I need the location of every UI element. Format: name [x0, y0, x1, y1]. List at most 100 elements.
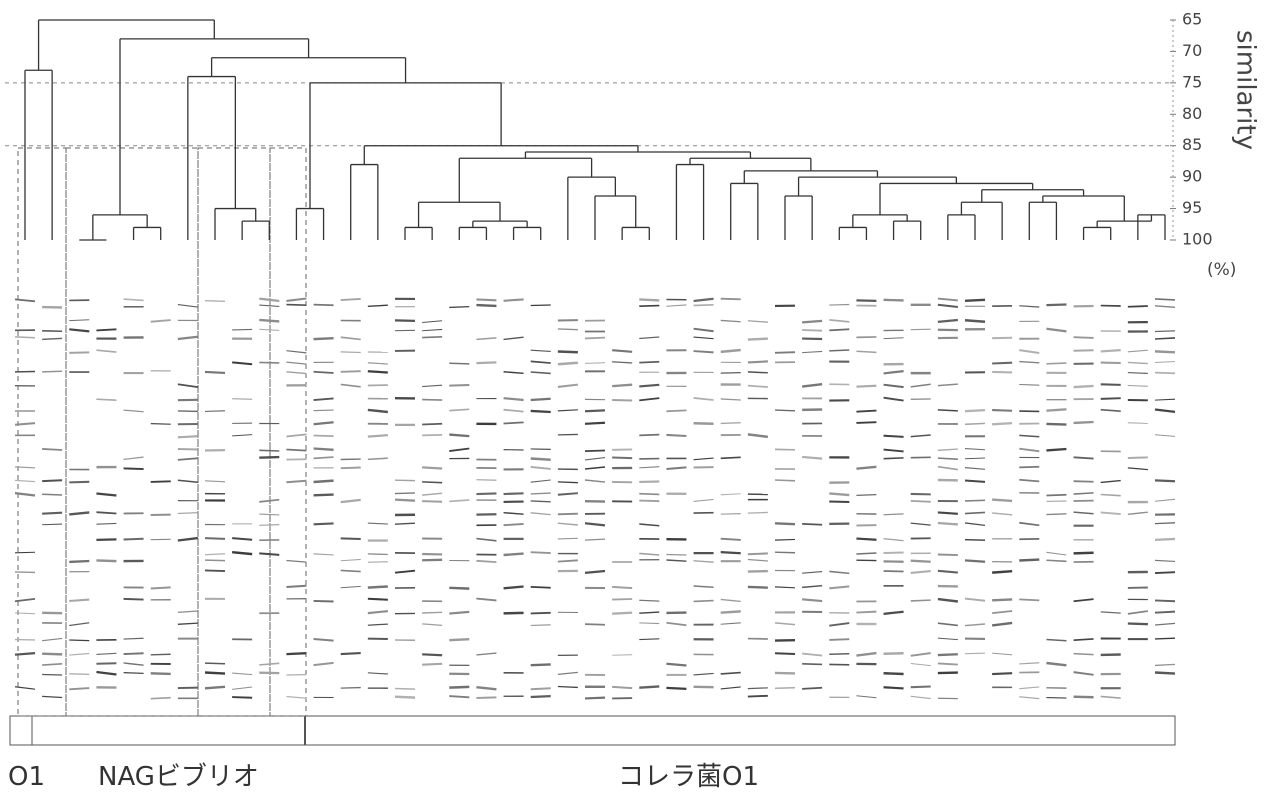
gel-band	[558, 482, 578, 483]
gel-band	[694, 673, 714, 674]
gel-band	[178, 458, 198, 460]
gel-band	[341, 586, 361, 587]
gel-band	[829, 305, 849, 306]
gel-band	[721, 320, 741, 321]
gel-band	[205, 538, 225, 539]
gel-band	[938, 638, 958, 640]
gel-band	[775, 552, 795, 553]
gel-band	[884, 398, 904, 401]
gel-band	[1101, 512, 1121, 514]
gel-band	[286, 561, 306, 563]
cluster-frame	[198, 148, 270, 716]
gel-band	[531, 688, 551, 689]
gel-band	[42, 664, 62, 665]
gel-band	[1074, 639, 1094, 640]
gel-band	[259, 299, 279, 301]
gel-band	[151, 698, 171, 699]
gel-band	[1074, 422, 1094, 423]
gel-band	[1019, 523, 1039, 526]
gel-band	[802, 524, 822, 525]
gel-band	[965, 599, 985, 601]
gel-band	[395, 697, 415, 698]
gel-band	[558, 493, 578, 495]
gel-band	[748, 372, 768, 373]
gel-band	[639, 299, 659, 300]
gel-band	[286, 299, 306, 301]
gel-band	[965, 458, 985, 459]
gel-band	[721, 494, 741, 495]
gel-band	[205, 570, 225, 571]
gel-band	[666, 560, 686, 561]
y-tick-label: 80	[1182, 104, 1202, 123]
gel-band	[42, 480, 62, 481]
gel-band	[1101, 350, 1121, 351]
gel-band	[775, 587, 795, 588]
gel-band	[476, 599, 496, 601]
gel-band	[449, 588, 469, 589]
gel-band	[314, 601, 334, 602]
gel-band	[15, 552, 35, 553]
gel-band	[775, 352, 795, 353]
gel-band	[205, 663, 225, 664]
gel-band	[504, 586, 524, 588]
gel-band	[42, 674, 62, 675]
gel-band	[748, 512, 768, 513]
gel-band	[639, 639, 659, 640]
gel-band	[965, 624, 985, 626]
gel-band	[422, 482, 442, 483]
gel-band	[856, 386, 876, 387]
gel-band	[829, 501, 849, 502]
gel-band	[476, 338, 496, 339]
gel-band	[884, 458, 904, 459]
cluster-frame	[66, 148, 198, 716]
gel-band	[1155, 331, 1175, 332]
gel-band	[314, 398, 334, 400]
gel-band	[1046, 698, 1066, 699]
gel-band	[314, 554, 334, 555]
gel-band	[666, 467, 686, 469]
gel-band	[666, 305, 686, 306]
gel-band	[69, 320, 89, 321]
gel-band	[558, 410, 578, 411]
gel-band	[585, 480, 605, 482]
gel-band	[612, 458, 632, 459]
gel-band	[856, 612, 876, 613]
gel-band	[69, 653, 89, 655]
gel-band	[612, 655, 632, 656]
gel-band	[965, 560, 985, 561]
gel-band	[286, 586, 306, 587]
gel-band	[124, 539, 144, 540]
gel-band	[476, 299, 496, 300]
gel-band	[1074, 386, 1094, 387]
gel-band	[992, 653, 1012, 655]
gel-band	[775, 480, 795, 481]
gel-band	[1128, 306, 1148, 307]
gel-band	[938, 320, 958, 322]
gel-band	[368, 624, 388, 625]
gel-band	[856, 300, 876, 301]
gel-band	[965, 410, 985, 411]
gel-band	[96, 512, 116, 513]
gel-band	[15, 687, 35, 689]
gel-band	[205, 301, 225, 302]
gel-band	[476, 653, 496, 655]
gel-band	[422, 654, 442, 655]
gel-band	[422, 624, 442, 625]
gel-band	[938, 299, 958, 301]
gel-band	[69, 512, 89, 514]
gel-band	[124, 599, 144, 600]
gel-band	[504, 524, 524, 525]
gel-band	[124, 299, 144, 300]
gel-band	[748, 386, 768, 387]
gel-band	[395, 493, 415, 494]
gel-band	[42, 338, 62, 339]
gel-band	[748, 696, 768, 697]
gel-band	[531, 350, 551, 351]
gel-band	[694, 299, 714, 301]
gel-band	[911, 501, 931, 502]
gel-band	[205, 672, 225, 673]
gel-band	[938, 305, 958, 307]
gel-band	[1019, 306, 1039, 307]
gel-band	[69, 482, 89, 483]
gel-band	[259, 305, 279, 306]
